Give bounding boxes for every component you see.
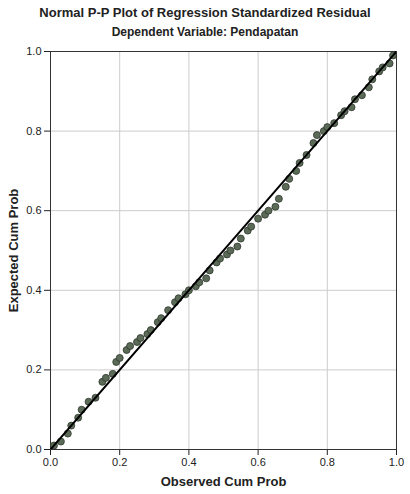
svg-text:0.4: 0.4 xyxy=(181,456,196,468)
svg-text:0.8: 0.8 xyxy=(320,456,335,468)
html-text:Normal P-P Plot of Regression: Normal P-P Plot of Regression Standardiz… xyxy=(39,5,371,20)
svg-text:0.2: 0.2 xyxy=(112,456,127,468)
svg-text:0.4: 0.4 xyxy=(26,284,41,296)
svg-text:1.0: 1.0 xyxy=(389,456,404,468)
svg-text:0.0: 0.0 xyxy=(26,443,41,455)
svg-text:0.2: 0.2 xyxy=(26,363,41,375)
svg-text:Expected Cum Prob: Expected Cum Prob xyxy=(6,189,21,313)
svg-text:0.6: 0.6 xyxy=(250,456,265,468)
svg-text:0.6: 0.6 xyxy=(26,204,41,216)
svg-text:0.0: 0.0 xyxy=(43,456,58,468)
svg-text:0.8: 0.8 xyxy=(26,125,41,137)
html-text:Dependent Variable: Pendapatan: Dependent Variable: Pendapatan xyxy=(111,25,299,39)
svg-text:Observed Cum Prob: Observed Cum Prob xyxy=(161,474,287,489)
svg-text:1.0: 1.0 xyxy=(26,45,41,57)
